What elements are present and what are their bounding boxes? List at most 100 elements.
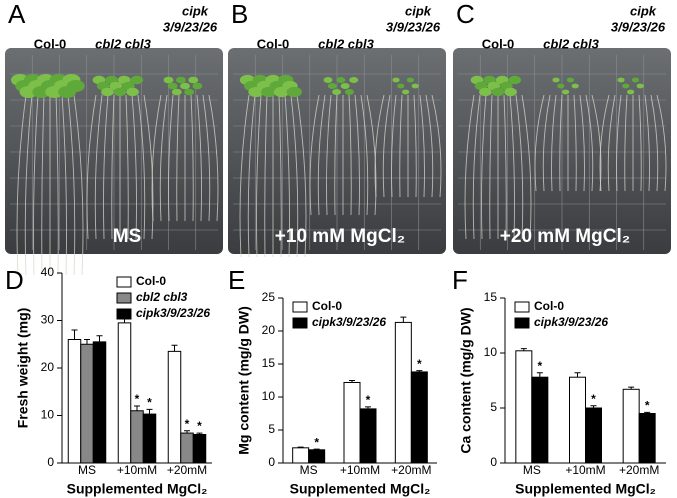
condition-label: +10 mM MgCl₂: [275, 226, 405, 247]
genotype-label: cipk: [630, 3, 657, 18]
significance-mark: *: [197, 419, 202, 433]
root: [382, 94, 391, 198]
x-tick-label: +20mM: [167, 463, 207, 477]
leaf: [508, 75, 522, 85]
leaf: [636, 83, 644, 89]
leaf: [327, 83, 337, 89]
root: [515, 94, 524, 240]
root: [638, 94, 642, 192]
leaf: [163, 76, 174, 84]
root: [599, 94, 610, 192]
root: [317, 94, 326, 216]
bar: [359, 408, 377, 464]
root: [644, 94, 650, 192]
significance-mark: *: [147, 395, 152, 409]
leaf: [130, 75, 144, 85]
significance-mark: *: [366, 393, 371, 407]
error-bar: [400, 316, 407, 323]
root: [391, 94, 397, 198]
error-bar: [134, 405, 140, 411]
root: [290, 94, 299, 258]
panel-label: A: [8, 0, 26, 29]
genotype-label: cbl2 cbl3: [95, 36, 151, 51]
leaf: [192, 82, 203, 90]
genotype-label: 3/9/23/26: [611, 19, 666, 34]
significance-mark: *: [185, 417, 190, 431]
x-tick-label: +10mM: [565, 463, 605, 477]
x-tick-label: +10mM: [117, 463, 157, 477]
root: [264, 94, 268, 258]
error-bar: [365, 406, 371, 409]
root: [278, 94, 282, 258]
condition-label: +20 mM MgCl₂: [500, 226, 630, 247]
error-bar: [536, 372, 543, 378]
leaf: [392, 77, 400, 83]
bar: [180, 432, 194, 464]
x-tick-label: MS: [300, 463, 318, 477]
root: [509, 94, 515, 240]
leaf: [402, 89, 410, 95]
error-bar: [184, 430, 190, 434]
root: [334, 94, 338, 216]
legend-swatch: [116, 308, 132, 320]
leaf: [349, 77, 359, 83]
root: [208, 94, 219, 222]
y-tick-label: 10: [41, 408, 55, 422]
leaf: [340, 83, 350, 89]
root: [425, 94, 434, 198]
leaf: [627, 89, 635, 95]
leaf: [167, 82, 178, 90]
root: [534, 94, 545, 192]
root: [73, 94, 84, 276]
bar: [192, 434, 207, 464]
root: [94, 94, 103, 240]
root: [656, 94, 667, 192]
y-tick-label: 5: [490, 400, 497, 414]
leaf: [562, 89, 570, 95]
root: [419, 94, 425, 198]
root: [247, 94, 256, 258]
bar: [117, 322, 132, 464]
condition-label: MS: [113, 226, 142, 247]
bar: [410, 371, 428, 464]
error-bar: [590, 405, 597, 408]
significance-mark: *: [591, 392, 596, 406]
legend-label: Col-0: [312, 299, 342, 313]
y-tick-label: 20: [262, 323, 276, 337]
y-tick-label: 25: [262, 290, 276, 304]
root: [143, 94, 154, 240]
y-tick-label: 10: [262, 389, 276, 403]
bar: [394, 321, 412, 464]
legend-swatch: [292, 317, 308, 329]
root: [61, 94, 67, 276]
error-bar: [96, 335, 103, 342]
root: [521, 94, 532, 240]
y-tick-label: 0: [490, 455, 497, 469]
root: [33, 94, 39, 276]
root: [431, 94, 442, 198]
root: [464, 94, 475, 240]
root: [55, 94, 59, 276]
leaf: [188, 76, 199, 84]
legend-label: Col-0: [136, 274, 166, 288]
leaf: [504, 87, 517, 97]
leaf: [479, 87, 492, 97]
y-tick-label: 40: [41, 265, 55, 279]
leaf: [126, 87, 139, 97]
bar: [569, 376, 586, 464]
root: [103, 94, 109, 240]
error-bar: [574, 372, 581, 378]
x-tick-label: MS: [78, 463, 96, 477]
root: [551, 94, 557, 192]
genotype-label: Col-0: [482, 36, 515, 51]
root: [24, 94, 33, 276]
root: [366, 94, 377, 216]
error-bar: [171, 344, 178, 352]
leaf: [571, 83, 579, 89]
genotype-label: 3/9/23/26: [386, 19, 441, 34]
bar: [308, 449, 326, 464]
leaf: [286, 86, 302, 98]
bar: [130, 410, 144, 464]
genotype-label: Col-0: [257, 36, 290, 51]
y-tick-label: 0: [268, 455, 275, 469]
